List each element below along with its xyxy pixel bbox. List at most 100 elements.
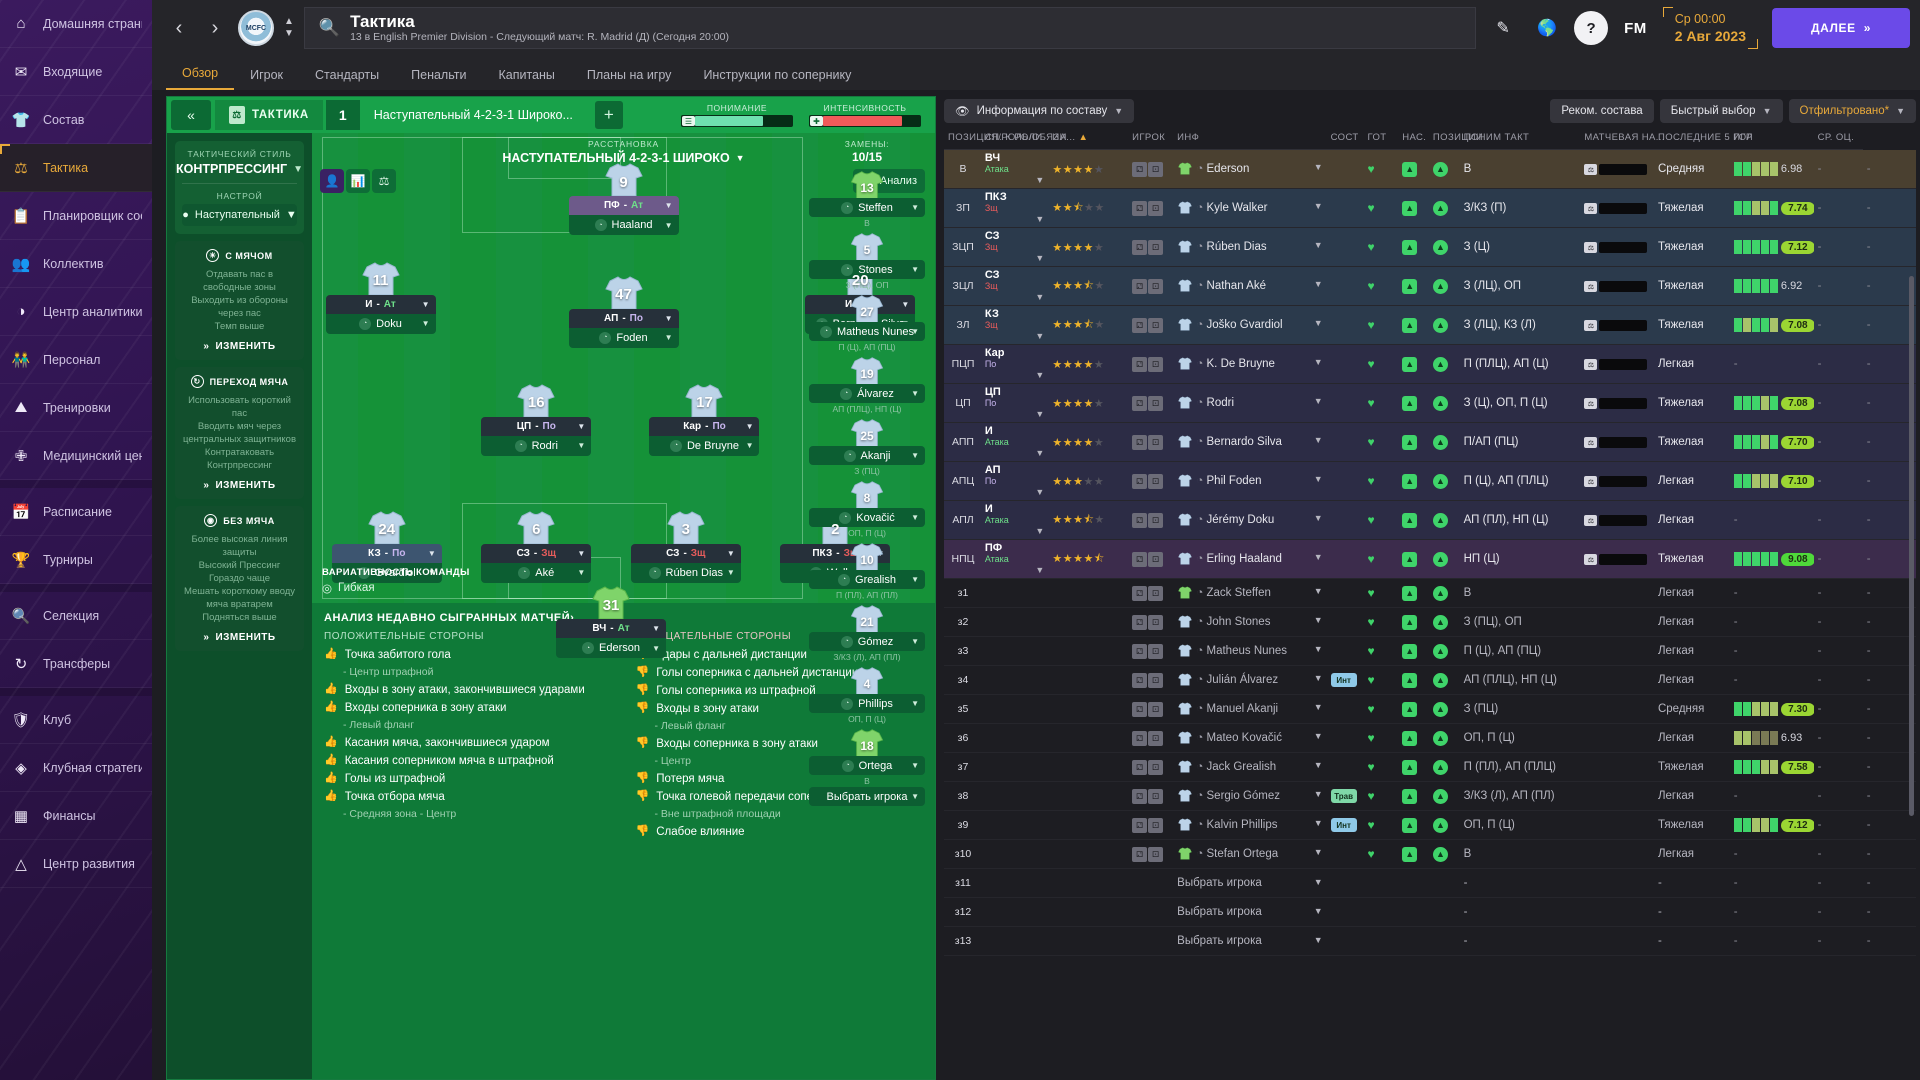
pitch-player-11[interactable]: 31 ВЧ - Ат ▼ ◔ Ederson ▼ <box>556 585 667 658</box>
tab-2[interactable]: Игрок <box>250 68 284 82</box>
col-header-8[interactable]: НАС. <box>1398 126 1429 150</box>
player-name-select[interactable]: ◔ Doku ▼ <box>325 313 436 334</box>
row-player[interactable]: ◔ Kyle Walker ▼ <box>1173 188 1327 228</box>
sub-name-select[interactable]: ◔ Gómez ▼ <box>809 632 925 651</box>
ai-toggle[interactable]: ⚁ ⚀ <box>1132 846 1164 862</box>
row-stars[interactable] <box>1048 926 1129 956</box>
row-stars[interactable] <box>1048 694 1129 724</box>
sidebar-item-17[interactable]: ▦ Финансы <box>0 792 152 840</box>
squad-scrollbar[interactable] <box>1909 276 1914 816</box>
sidebar-item-10[interactable]: ✙ Медицинский центр <box>0 432 152 480</box>
ai-toggle[interactable]: ⚁ ⚀ <box>1132 356 1164 372</box>
squad-row-16[interactable]: з5 ⚁ ⚀ ◔ Manuel Akanji ▼ ♥ ▲ ▲ З (ПЦ) Средняя 7.… <box>944 694 1916 724</box>
row-player[interactable]: ◔ Rúben Dias ▼ <box>1173 227 1327 267</box>
sub-player-10[interactable]: 18 ◔ Ortega ▼ В <box>809 728 925 787</box>
col-header-10[interactable]: ПОНИМ ТАКТ <box>1459 126 1581 150</box>
ai-toggle[interactable]: ⚁ ⚀ <box>1132 278 1164 294</box>
row-ai[interactable]: ⚁ ⚀ <box>1128 694 1174 724</box>
ai-toggle[interactable]: ⚁ ⚀ <box>1132 551 1164 567</box>
ai-toggle[interactable]: ⚁ ⚀ <box>1132 239 1164 255</box>
row-ai[interactable]: ⚁ ⚀ <box>1128 578 1174 608</box>
row-player[interactable]: ◔ Phil Foden ▼ <box>1173 461 1327 501</box>
ai-toggle[interactable]: ⚁ ⚀ <box>1132 701 1164 717</box>
squad-row-6[interactable]: ПЦП Кар По ▼ ★★★★★ ⚁ ⚀ ◔ K. De Bruyne ▼ ♥ ▲ ▲ П (ПЛ… <box>944 344 1916 384</box>
row-ai[interactable]: ⚁ ⚀ <box>1128 461 1174 501</box>
sub-name-select[interactable]: ◔ Stones ▼ <box>809 260 925 279</box>
tab-1[interactable]: Обзор <box>166 66 235 90</box>
player-role-select[interactable]: ВЧ - Ат ▼ <box>556 619 667 638</box>
sub-name-select[interactable]: ◔ Ortega ▼ <box>809 756 925 775</box>
row-stars[interactable] <box>1048 810 1129 840</box>
sub-name-select[interactable]: ◔ Grealish ▼ <box>809 570 925 589</box>
row-role-cell[interactable] <box>980 723 1049 753</box>
row-ai[interactable]: ⚁ ⚀ <box>1128 752 1174 782</box>
sidebar-item-15[interactable]: 🛡 Клуб <box>0 696 152 744</box>
squad-row-10[interactable]: АПЛ И Атака ▼ ★★★⯪★ ⚁ ⚀ ◔ Jérémy Doku ▼ ♥ ▲ ▲ АП (П… <box>944 500 1916 540</box>
row-role-cell[interactable]: ЦП По ▼ <box>980 383 1049 423</box>
globe-icon[interactable]: 🌎 <box>1537 20 1558 37</box>
row-stars[interactable] <box>1048 839 1129 869</box>
sidebar-item-16[interactable]: ◈ Клубная стратегия <box>0 744 152 792</box>
player-role-select[interactable]: СЗ - Зщ ▼ <box>630 543 741 563</box>
sidebar-item-18[interactable]: △ Центр развития <box>0 840 152 888</box>
squad-row-18[interactable]: з7 ⚁ ⚀ ◔ Jack Grealish ▼ ♥ ▲ ▲ П (ПЛ), АП (ПЛЦ)… <box>944 752 1916 782</box>
row-role-cell[interactable] <box>980 868 1049 898</box>
row-ai[interactable]: ⚁ ⚀ <box>1128 781 1174 811</box>
squad-row-22[interactable]: з11 Выбрать игрока ▼ - - --- <box>944 868 1916 898</box>
formation-value[interactable]: НАСТУПАТЕЛЬНЫЙ 4-2-3-1 ШИРОКО ▼ <box>312 151 935 165</box>
ai-toggle[interactable]: ⚁ ⚀ <box>1132 730 1164 746</box>
row-stars[interactable] <box>1048 897 1129 927</box>
tactic-chip[interactable]: ⚖ ТАКТИКА <box>215 100 323 130</box>
sub-player-4[interactable]: 19 ◔ Álvarez ▼ АП (ПЛЦ), НП (Ц) <box>809 356 925 415</box>
row-role-cell[interactable]: СЗ Зщ ▼ <box>980 227 1049 267</box>
row-player[interactable]: ◔ Erling Haaland ▼ <box>1173 539 1327 579</box>
row-player[interactable]: ◔ Nathan Aké ▼ <box>1173 266 1327 306</box>
sidebar-item-9[interactable]: ⛰ Тренировки <box>0 384 152 432</box>
row-role-cell[interactable]: И Атака ▼ <box>980 500 1049 540</box>
row-stars[interactable]: ★★★⯪★ <box>1048 500 1129 540</box>
squad-row-7[interactable]: ЦП ЦП По ▼ ★★★★★ ⚁ ⚀ ◔ Rodri ▼ ♥ ▲ ▲ З (Ц), ОП, П (… <box>944 383 1916 423</box>
row-ai[interactable]: ⚁ ⚀ <box>1128 227 1174 267</box>
ai-toggle[interactable]: ⚁ ⚀ <box>1132 434 1164 450</box>
pitch[interactable]: РАССТАНОВКА НАСТУПАТЕЛЬНЫЙ 4-2-3-1 ШИРОК… <box>312 133 935 806</box>
sub-player-6[interactable]: 8 ◔ Kovačić ▼ ОП, П (Ц) <box>809 480 925 539</box>
row-player[interactable]: ◔ K. De Bruyne ▼ <box>1173 344 1327 384</box>
ai-toggle[interactable]: ⚁ ⚀ <box>1132 317 1164 333</box>
row-role-cell[interactable] <box>980 926 1049 956</box>
player-view-icon[interactable]: 👤 <box>320 169 344 193</box>
ai-toggle[interactable]: ⚁ ⚀ <box>1132 161 1164 177</box>
row-stars[interactable]: ★★★★★ <box>1048 383 1129 423</box>
row-stars[interactable] <box>1048 665 1129 695</box>
row-ai[interactable]: ⚁ ⚀ <box>1128 839 1174 869</box>
player-name-select[interactable]: ◔ Gvardiol ▼ <box>331 562 442 583</box>
ai-toggle[interactable]: ⚁ ⚀ <box>1132 585 1164 601</box>
row-ai[interactable]: ⚁ ⚀ <box>1128 607 1174 637</box>
ai-toggle[interactable]: ⚁ ⚀ <box>1132 614 1164 630</box>
player-name-select[interactable]: ◔ Foden ▼ <box>568 327 679 348</box>
sub-name-select[interactable]: ◔ Steffen ▼ <box>809 198 925 217</box>
sidebar-item-11[interactable]: 📅 Расписание <box>0 488 152 536</box>
ai-toggle[interactable]: ⚁ ⚀ <box>1132 395 1164 411</box>
squad-row-3[interactable]: ЗЦП СЗ Зщ ▼ ★★★★★ ⚁ ⚀ ◔ Rúben Dias ▼ ♥ ▲ ▲ З (Ц) ⚖ Тя… <box>944 227 1916 267</box>
squad-row-5[interactable]: ЗЛ КЗ Зщ ▼ ★★★⯪★ ⚁ ⚀ ◔ Joško Gvardiol ▼ ♥ ▲ ▲ З (ЛЦ… <box>944 305 1916 345</box>
row-player[interactable]: ◔ Matheus Nunes ▼ <box>1173 636 1327 666</box>
continue-button[interactable]: ДАЛЕЕ » <box>1772 8 1910 48</box>
sub-name-select[interactable]: ◔ Akanji ▼ <box>809 446 925 465</box>
row-ai[interactable]: ⚁ ⚀ <box>1128 636 1174 666</box>
club-switcher[interactable]: ▲ ▼ <box>284 16 294 39</box>
row-ai[interactable]: ⚁ ⚀ <box>1128 539 1174 579</box>
ai-toggle[interactable]: ⚁ ⚀ <box>1132 643 1164 659</box>
squad-row-4[interactable]: ЗЦЛ СЗ Зщ ▼ ★★★⯪★ ⚁ ⚀ ◔ Nathan Aké ▼ ♥ ▲ ▲ З (ЛЦ), … <box>944 266 1916 306</box>
row-stars[interactable]: ★★★★★ <box>1048 149 1129 189</box>
row-ai[interactable]: ⚁ ⚀ <box>1128 305 1174 345</box>
row-role-cell[interactable] <box>980 665 1049 695</box>
player-role-select[interactable]: И - Ат▼ <box>325 294 436 314</box>
ai-toggle[interactable]: ⚁ ⚀ <box>1132 759 1164 775</box>
row-stars[interactable] <box>1048 578 1129 608</box>
squad-row-8[interactable]: АПП И Атака ▼ ★★★★★ ⚁ ⚀ ◔ Bernardo Silva ▼ ♥ ▲ ▲ П/… <box>944 422 1916 462</box>
sidebar-item-12[interactable]: 🏆 Турниры <box>0 536 152 584</box>
row-stars[interactable] <box>1048 868 1129 898</box>
squad-row-19[interactable]: з8 ⚁ ⚀ ◔ Sergio Gómez ▼ Трав ♥ ▲ ▲ З/КЗ (Л), АП … <box>944 781 1916 811</box>
col-header-6[interactable]: СОСТ <box>1326 126 1364 150</box>
sidebar-item-4[interactable]: ⚖ Тактика <box>0 144 152 192</box>
